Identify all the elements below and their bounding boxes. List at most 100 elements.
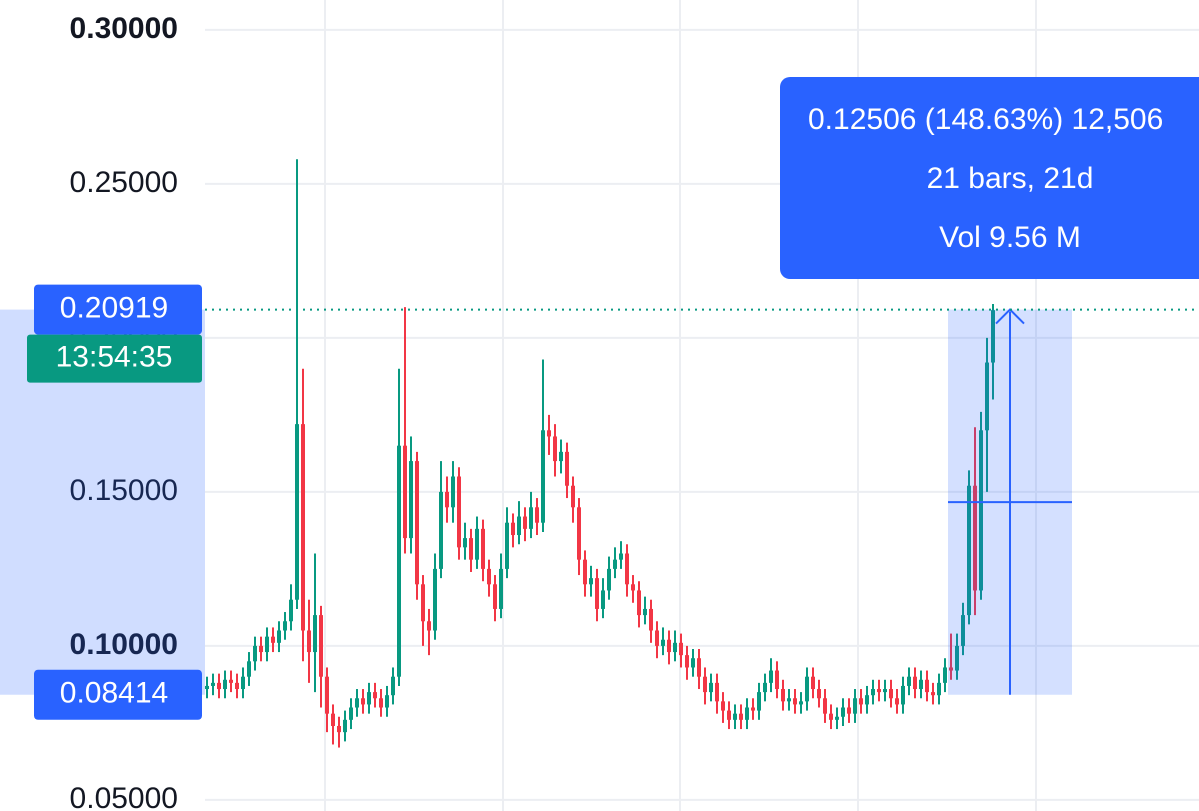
candle-body bbox=[673, 642, 677, 653]
candle-body bbox=[703, 676, 707, 693]
candle-body bbox=[289, 599, 293, 622]
candle-body bbox=[433, 568, 437, 631]
candle-body bbox=[991, 310, 995, 363]
candle-body bbox=[829, 713, 833, 720]
candle-body bbox=[727, 710, 731, 720]
candle-body bbox=[379, 698, 383, 708]
candle-body bbox=[739, 713, 743, 720]
candle-body bbox=[403, 445, 407, 539]
high-price-box bbox=[34, 284, 202, 335]
candle-body bbox=[637, 590, 641, 616]
candle-body bbox=[835, 716, 839, 720]
candle-body bbox=[421, 584, 425, 622]
candle-body bbox=[817, 689, 821, 699]
candle-body bbox=[217, 682, 221, 690]
candle-body bbox=[631, 584, 635, 591]
candle-body bbox=[853, 698, 857, 714]
candle-body bbox=[841, 707, 845, 717]
candle-body bbox=[493, 584, 497, 609]
candle-body bbox=[331, 713, 335, 726]
candle-body bbox=[427, 621, 431, 631]
candle-body bbox=[901, 685, 905, 705]
candle-body bbox=[919, 679, 923, 690]
candle-body bbox=[889, 689, 893, 699]
y-tick-label: 0.10000 bbox=[70, 628, 178, 661]
candle-body bbox=[367, 692, 371, 705]
candle-body bbox=[391, 676, 395, 696]
candle-body bbox=[463, 538, 467, 548]
candle-body bbox=[385, 695, 389, 708]
candle-body bbox=[283, 621, 287, 631]
candle-body bbox=[859, 698, 863, 705]
candle-body bbox=[469, 538, 473, 560]
candle-body bbox=[295, 424, 299, 600]
candle-body bbox=[349, 707, 353, 720]
candle-body bbox=[547, 430, 551, 437]
candle-body bbox=[535, 507, 539, 523]
candle-body bbox=[655, 630, 659, 646]
candle-body bbox=[763, 682, 767, 693]
candle-body bbox=[475, 528, 479, 560]
candle-body bbox=[337, 725, 341, 733]
candle-body bbox=[415, 461, 419, 585]
candle-body bbox=[211, 682, 215, 686]
candle-body bbox=[697, 658, 701, 677]
candle-body bbox=[565, 451, 569, 486]
candle-body bbox=[757, 692, 761, 711]
candle-body bbox=[253, 645, 257, 662]
candle-body bbox=[955, 645, 959, 671]
candle-body bbox=[781, 689, 785, 702]
candle-body bbox=[913, 676, 917, 690]
candle-body bbox=[733, 713, 737, 720]
candle-body bbox=[595, 578, 599, 609]
candle-body bbox=[307, 630, 311, 653]
candle-body bbox=[541, 430, 545, 523]
candle-body bbox=[343, 719, 347, 733]
candle-body bbox=[619, 553, 623, 560]
candle-body bbox=[883, 689, 887, 693]
candle-body bbox=[457, 476, 461, 548]
candle-body bbox=[487, 568, 491, 585]
candle-body bbox=[625, 553, 629, 585]
candle-body bbox=[715, 682, 719, 702]
candle-body bbox=[787, 698, 791, 702]
candle-body bbox=[583, 559, 587, 585]
candle-body bbox=[481, 528, 485, 569]
candle-body bbox=[793, 698, 797, 705]
candle-body bbox=[265, 636, 269, 653]
candle-body bbox=[979, 430, 983, 591]
candle-body bbox=[985, 362, 989, 431]
candle-body bbox=[805, 676, 809, 702]
candle-body bbox=[271, 636, 275, 643]
candle-body bbox=[373, 692, 377, 699]
candle-body bbox=[643, 608, 647, 616]
candle-body bbox=[907, 676, 911, 686]
candle-body bbox=[499, 568, 503, 609]
candle-body bbox=[259, 645, 263, 653]
tooltip-line: 21 bars, 21d bbox=[927, 162, 1094, 195]
candle-body bbox=[559, 451, 563, 462]
candle-body bbox=[709, 682, 713, 693]
candle-body bbox=[571, 485, 575, 508]
candle-body bbox=[865, 695, 869, 705]
candle-body bbox=[205, 685, 209, 690]
candle-body bbox=[799, 701, 803, 705]
candle-body bbox=[961, 615, 965, 646]
candle-body bbox=[871, 689, 875, 696]
candle-body bbox=[649, 608, 653, 631]
candle-body bbox=[661, 639, 665, 646]
candle-body bbox=[397, 445, 401, 677]
candle-body bbox=[523, 516, 527, 529]
candle-body bbox=[319, 615, 323, 677]
candle-body bbox=[223, 679, 227, 690]
candle-body bbox=[577, 507, 581, 560]
candle-body bbox=[505, 522, 509, 569]
candle-body bbox=[601, 590, 605, 609]
countdown-box bbox=[27, 334, 202, 383]
candle-body bbox=[895, 698, 899, 705]
candle-body bbox=[691, 658, 695, 668]
tooltip-line: 0.12506 (148.63%) 12,506 bbox=[808, 103, 1163, 136]
candle-body bbox=[811, 676, 815, 690]
candle-body bbox=[679, 642, 683, 656]
